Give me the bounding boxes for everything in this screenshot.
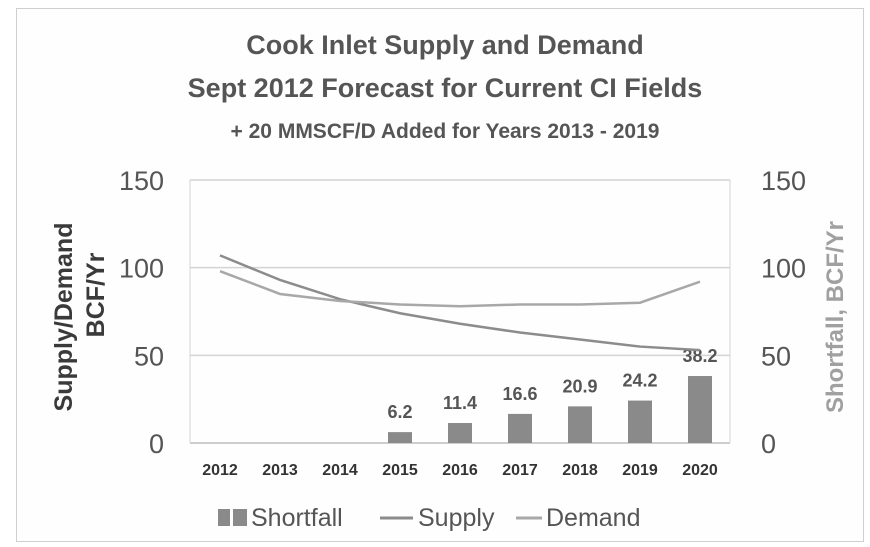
data-label-shortfall: 6.2 xyxy=(387,402,412,422)
y-axis-right-tick-label: 50 xyxy=(761,341,791,371)
line-demand xyxy=(219,270,701,308)
bar-shortfall xyxy=(388,432,412,443)
bar-shortfall xyxy=(508,413,532,443)
legend-demand-label: Demand xyxy=(546,504,641,532)
grid-layer xyxy=(189,179,731,444)
x-axis-tick-label: 2013 xyxy=(262,462,298,479)
x-axis-tick-label: 2019 xyxy=(622,462,658,479)
y-axis-left-tick-label: 50 xyxy=(134,341,164,371)
y-axis-right-tick-label: 0 xyxy=(761,429,776,459)
x-axis-tick-label: 2018 xyxy=(562,462,598,479)
y-axis-right-title: Shortfall, BCF/Yr xyxy=(822,221,849,413)
bar-shortfall xyxy=(448,423,472,443)
legend: Shortfall Supply Demand xyxy=(218,504,641,532)
x-axis-tick-label: 2017 xyxy=(502,462,538,479)
ticks-layer: 0 50 100 150 0 50 100 150 2012 2013 2014 2015 2016 20… xyxy=(119,166,806,479)
data-label-shortfall: 24.2 xyxy=(622,371,657,391)
x-axis-tick-label: 2012 xyxy=(202,462,238,479)
bars-layer: 6.2 11.4 16.6 20.9 24.2 38.2 xyxy=(387,346,718,443)
bar-shortfall xyxy=(628,400,652,443)
y-axis-left-title-line1: Supply/Demand xyxy=(50,223,78,412)
legend-supply-label: Supply xyxy=(418,504,495,532)
x-axis-tick-label: 2016 xyxy=(442,462,478,479)
chart-frame xyxy=(16,8,864,542)
lines-layer xyxy=(219,254,701,352)
chart-subtitle-2: + 20 MMSCF/D Added for Years 2013 - 2019 xyxy=(231,120,660,143)
line-supply xyxy=(219,254,701,352)
x-axis-tick-label: 2020 xyxy=(682,462,718,479)
data-label-shortfall: 38.2 xyxy=(682,346,717,366)
legend-shortfall-swatch-2 xyxy=(233,509,247,526)
data-label-shortfall: 11.4 xyxy=(443,393,477,413)
x-axis-tick-label: 2014 xyxy=(322,462,358,479)
y-axis-right-tick-label: 150 xyxy=(761,166,806,196)
x-axis-tick-label: 2015 xyxy=(382,462,418,479)
y-axis-left-title-line2: BCF/Yr xyxy=(82,252,110,337)
legend-shortfall-swatch xyxy=(218,509,230,526)
y-axis-left-tick-label: 0 xyxy=(149,429,164,459)
y-axis-left-tick-label: 100 xyxy=(119,254,164,284)
y-axis-right-tick-label: 100 xyxy=(761,254,806,284)
chart-title: Cook Inlet Supply and Demand xyxy=(246,30,644,60)
chart-subtitle: Sept 2012 Forecast for Current CI Fields xyxy=(188,73,703,103)
data-label-shortfall: 20.9 xyxy=(562,376,597,396)
y-axis-left-tick-label: 150 xyxy=(119,166,164,196)
bar-shortfall xyxy=(688,376,712,443)
data-label-shortfall: 16.6 xyxy=(502,384,537,404)
legend-shortfall-label: Shortfall xyxy=(251,504,343,532)
bar-shortfall xyxy=(568,406,592,443)
